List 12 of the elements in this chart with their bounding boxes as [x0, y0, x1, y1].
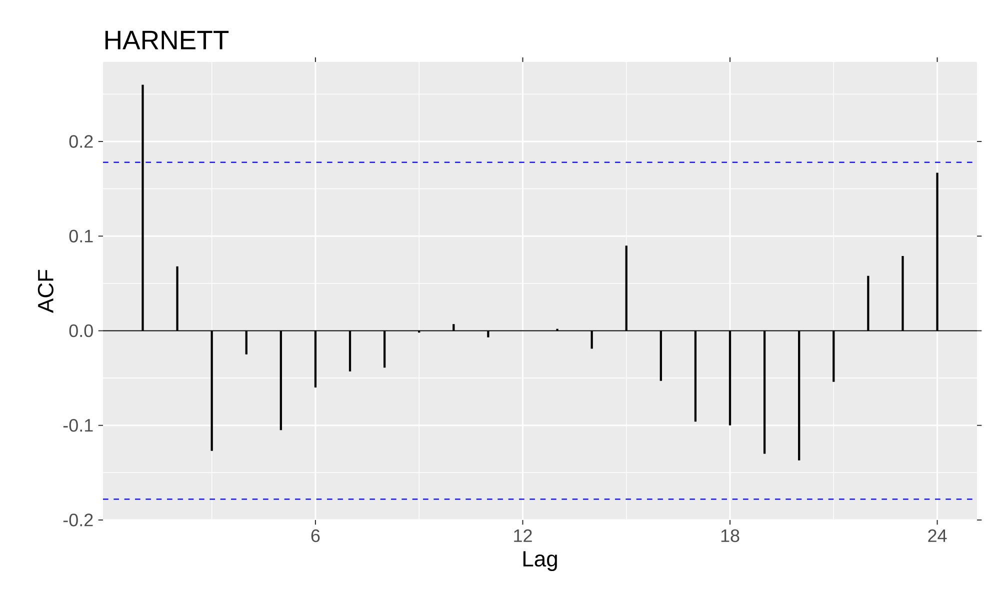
x-tick-label: 6	[311, 529, 320, 542]
x-tick-label: 24	[928, 529, 947, 542]
y-tick-label: -0.1	[63, 418, 93, 432]
x-tick-label: 18	[721, 529, 740, 542]
y-tick-label: 0.0	[69, 324, 93, 338]
y-axis-title: ACF	[38, 270, 54, 313]
y-tick-label: 0.1	[69, 230, 93, 242]
y-tick-label: -0.2	[63, 514, 93, 526]
x-tick-label: 12	[514, 529, 532, 542]
chart-title: HARNETT	[105, 30, 229, 50]
y-tick-label: 0.2	[69, 135, 93, 148]
x-axis-title: Lag	[523, 551, 557, 571]
